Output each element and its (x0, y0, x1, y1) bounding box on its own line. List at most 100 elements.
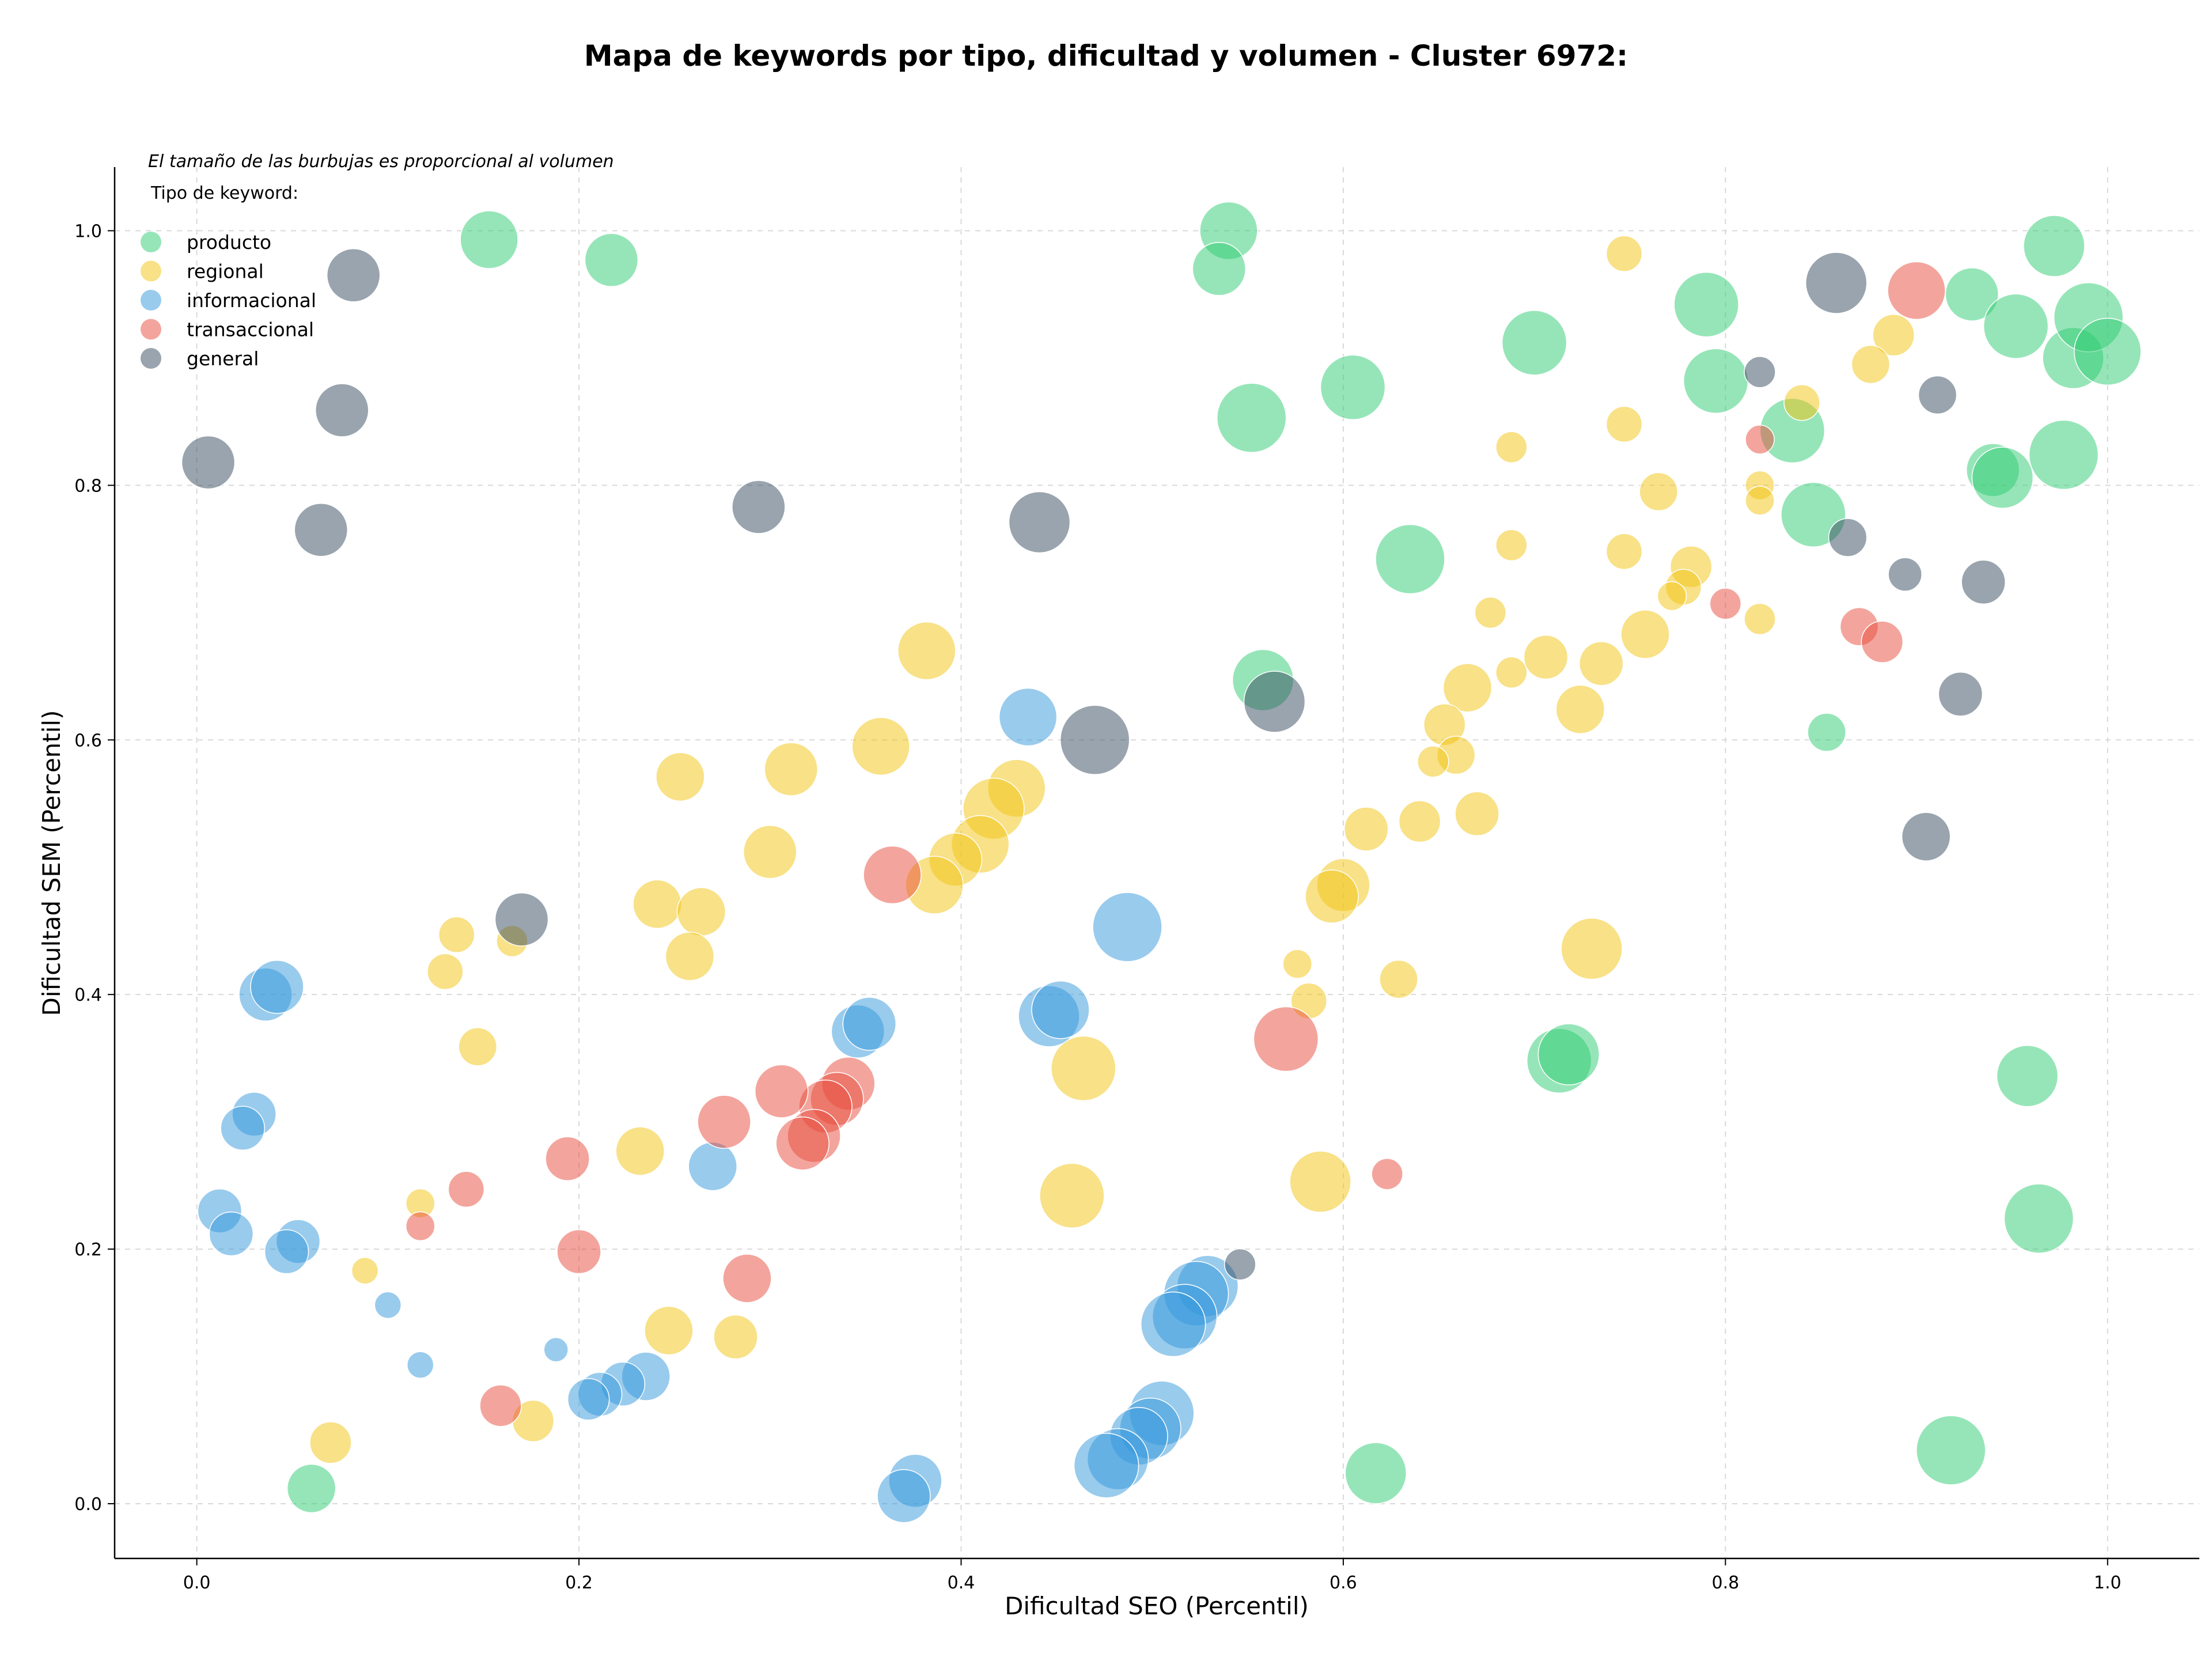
bubble-informacional (374, 1291, 402, 1319)
bubble-producto (1344, 1442, 1407, 1504)
bubble-general (1224, 1248, 1256, 1281)
legend-marker-regional (141, 260, 161, 282)
legend-label-informacional: informacional (187, 289, 316, 312)
bubble-regional (1578, 641, 1624, 686)
bubble-regional (1039, 1163, 1105, 1229)
bubble-regional (1289, 1151, 1351, 1213)
bubble-informacional (998, 687, 1058, 747)
bubble-general (294, 502, 349, 557)
bubble-regional (665, 932, 715, 981)
bubble-regional (1872, 313, 1915, 357)
x-tick-label: 1.0 (2094, 1573, 2122, 1593)
y-tick-label: 0.0 (74, 1494, 102, 1515)
bubble-transaccional (1709, 588, 1742, 620)
bubble-transaccional (556, 1229, 601, 1274)
bubble-regional (351, 1257, 379, 1285)
bubble-regional (438, 916, 475, 954)
bubble-regional (1745, 486, 1775, 516)
legend-marker-informacional (141, 290, 161, 311)
bubble-producto (1683, 348, 1749, 414)
bubble-producto (1501, 310, 1567, 376)
x-tick-label: 0.4 (948, 1573, 975, 1593)
bubble-informacional (209, 1211, 254, 1257)
bubble-general (181, 435, 236, 490)
x-axis-label: Dificultad SEO (Percentil) (1005, 1592, 1309, 1620)
bubble-producto (1320, 354, 1386, 420)
bubble-regional (743, 824, 797, 879)
bubble-general (326, 248, 381, 302)
axis-ticks: 0.0 0.2 0.4 0.6 0.8 1.0 0.0 0.2 0.4 0.6 0.8 1.0 (74, 221, 2121, 1593)
bubble-regional (1305, 869, 1359, 924)
bubble-regional (1555, 684, 1605, 735)
bubble-regional (1851, 345, 1891, 384)
legend-entries: producto regional informacional transaccion… (141, 231, 316, 370)
bubble-transaccional (448, 1171, 485, 1208)
legend-marker-transaccional (141, 319, 161, 340)
bubble-regional (458, 1027, 498, 1066)
bubble-informacional (567, 1378, 610, 1421)
bubble-regional (1474, 596, 1507, 629)
legend: El tamaño de las burbujas es proporciona… (141, 152, 614, 370)
chart-title: Mapa de keywords por tipo, dificultad y … (584, 39, 1628, 73)
bubble-regional (1495, 431, 1528, 463)
bubble-producto (1983, 293, 2049, 359)
bubble-regional (1523, 634, 1569, 680)
bubble-general (315, 383, 369, 437)
y-axis-label: Dificultad SEM (Percentil) (37, 710, 66, 1016)
bubble-regional (1560, 917, 1623, 980)
y-tick-label: 0.4 (74, 985, 102, 1005)
bubble-regional (1744, 603, 1776, 635)
bubble-producto (1192, 242, 1247, 296)
bubble-producto (1971, 447, 2034, 509)
bubble-informacional (842, 997, 897, 1051)
bubble-transaccional (405, 1211, 435, 1242)
bubble-regional (615, 1126, 665, 1176)
bubble-regional (1605, 235, 1643, 272)
bubble-general (1918, 375, 1957, 415)
legend-marker-producto (141, 232, 161, 252)
bubble-regional (1639, 472, 1678, 512)
bubble-general (1828, 518, 1868, 557)
bubble-informacional (264, 1229, 309, 1274)
bubble-regional (427, 953, 464, 990)
bubble-general (1901, 812, 1951, 861)
bubble-producto (584, 233, 639, 287)
bubble-producto (2003, 1183, 2074, 1254)
bubble-regional (676, 887, 726, 937)
bubble-regional (1455, 791, 1499, 837)
bubble-regional (1495, 656, 1528, 688)
bubble-regional (1605, 533, 1643, 570)
bubble-transaccional (479, 1384, 522, 1427)
bubble-transaccional (754, 1064, 809, 1118)
bubble-general (1938, 671, 1983, 717)
bubble-informacional (543, 1337, 569, 1363)
bubble-producto (460, 210, 518, 269)
bubble-regional (713, 1314, 758, 1360)
y-tick-label: 0.2 (74, 1240, 102, 1260)
bubble-transaccional (1887, 261, 1946, 320)
bubble-transaccional (1371, 1157, 1403, 1190)
bubble-producto (1216, 383, 1287, 453)
bubble-regional (644, 1306, 694, 1356)
bubble-transaccional (722, 1254, 772, 1303)
legend-label-regional: regional (187, 260, 264, 283)
bubble-regional (1605, 406, 1643, 443)
bubble-transaccional (545, 1136, 590, 1181)
bubble-producto (2023, 215, 2085, 277)
bubble-regional (897, 621, 956, 680)
x-tick-label: 0.6 (1330, 1573, 1357, 1593)
x-tick-label: 0.0 (183, 1573, 211, 1593)
bubble-transaccional (863, 845, 922, 905)
bubble-producto (1537, 1023, 1600, 1085)
bubble-regional (1398, 800, 1441, 843)
legend-title: Tipo de keyword: (150, 183, 298, 203)
data-points (181, 201, 2142, 1523)
bubble-size-note: El tamaño de las burbujas es proporciona… (148, 152, 614, 172)
bubble-informacional (1073, 1432, 1139, 1499)
bubble-regional (656, 752, 705, 802)
x-tick-label: 0.8 (1711, 1573, 1739, 1593)
bubble-producto (1916, 1415, 1986, 1485)
bubble-general (1888, 557, 1922, 592)
bubble-producto (1673, 271, 1739, 338)
